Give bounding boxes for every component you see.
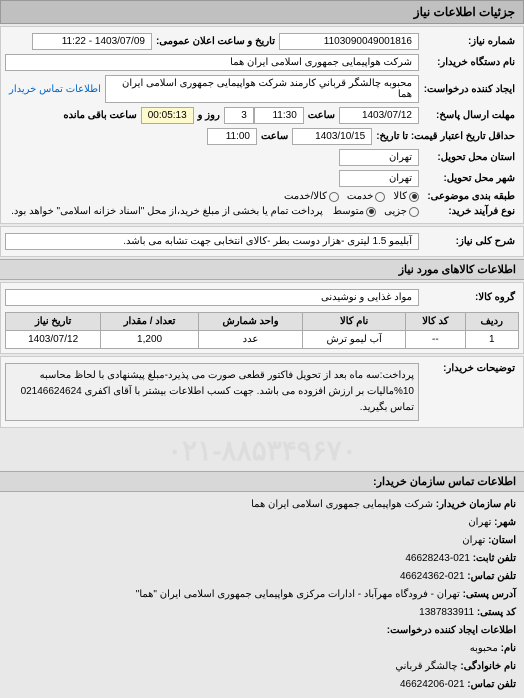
response-time-value: 11:30 [254,107,304,124]
td-name: آب لیمو ترش [303,331,406,349]
delivery-province-label: استان محل تحویل: [419,152,519,163]
header-title: جزئیات اطلاعات نیاز [414,5,515,19]
radio-medium-circle [366,207,376,217]
response-deadline-label: مهلت ارسال پاسخ: [419,110,519,121]
contact-section-header: اطلاعات تماس سازمان خریدار: [0,471,524,492]
td-date: 1403/07/12 [6,331,101,349]
radio-medium-label: متوسط [333,206,364,217]
th-unit: واحد شمارش [198,313,302,331]
response-date-value: 1403/07/12 [339,107,419,124]
days-label: روز و [194,110,224,121]
goods-section: گروه کالا: مواد غذایی و نوشیدنی ردیف کد … [0,282,524,354]
radio-service[interactable]: خدمت [347,191,386,202]
contact-phone-value: 021-46628243 [405,553,470,564]
radio-both[interactable]: کالا/خدمت [284,191,339,202]
response-time-label: ساعت [304,110,339,121]
creator-label: ایجاد کننده درخواست: [419,84,519,95]
request-no-value: 1103090049001816 [279,33,419,50]
contact-creator-phone-label: تلفن تماس: [467,679,516,690]
radio-service-circle [375,192,385,202]
delivery-province-value: تهران [339,149,419,166]
radio-goods[interactable]: کالا [393,191,419,202]
contact-fax-label: تلفن تماس: [467,571,516,582]
td-row: 1 [465,331,518,349]
buyer-org-value: شرکت هواپیمایی جمهوری اسلامی ایران هما [5,54,419,71]
delivery-city-label: شهر محل تحویل: [419,173,519,184]
radio-service-label: خدمت [347,191,374,202]
remaining-label: ساعت باقی مانده [59,110,140,121]
td-unit: عدد [198,331,302,349]
contact-org-label: نام سازمان خریدار: [436,499,516,510]
radio-partial[interactable]: جزیی [384,206,419,217]
request-no-label: شماره نیاز: [419,36,519,47]
th-qty: تعداد / مقدار [101,313,199,331]
radio-both-label: کالا/خدمت [284,191,327,202]
contact-city-value: تهران [468,517,491,528]
price-time-label: ساعت [257,131,292,142]
contact-creator-name-value: محبوبه [470,643,498,654]
goods-table: ردیف کد کالا نام کالا واحد شمارش تعداد /… [5,312,519,349]
delivery-city-value: تهران [339,170,419,187]
radio-partial-circle [409,207,419,217]
radio-partial-label: جزیی [384,206,407,217]
contact-creator-title: اطلاعات ایجاد کننده درخواست: [387,625,516,636]
contact-city-label: شهر: [494,517,516,528]
process-type-radios: جزیی متوسط [333,206,419,217]
days-value: 3 [224,107,254,124]
th-code: کد کالا [406,313,465,331]
contact-creator-family-label: نام خانوادگی: [460,661,516,672]
requirement-section: شرح کلی نیاز: آبلیمو 1.5 لیتری -هزار دوس… [0,226,524,257]
contact-postcode-value: 1387833911 [419,607,474,618]
goods-group-label: گروه کالا: [419,292,519,303]
contact-province-value: تهران [462,535,485,546]
buyer-notes-label: توضیحات خریدار: [419,363,519,374]
contact-creator-name-label: نام: [501,643,516,654]
watermark: ۰۲۱-۸۸۵۳۴۹۶۷۰ [0,430,524,471]
contact-phone-label: تلفن ثابت: [473,553,516,564]
contact-postal-label: آدرس پستی: [463,589,516,600]
price-validity-label: حداقل تاریخ اعتبار قیمت: تا تاریخ: [372,131,519,142]
contact-section: نام سازمان خریدار: شرکت هواپیمایی جمهوری… [0,492,524,698]
radio-goods-label: کالا [393,191,407,202]
contact-postcode-label: کد پستی: [477,607,516,618]
contact-province-label: استان: [488,535,516,546]
contact-fax-value: 021-46624362 [400,571,465,582]
radio-both-circle [329,192,339,202]
item-type-radios: کالا خدمت کالا/خدمت [284,191,419,202]
public-date-value: 1403/07/09 - 11:22 [32,33,152,50]
buyer-notes-text: پرداخت:سه ماه بعد از تحویل فاکتور قطعی ص… [5,363,419,421]
goods-section-header: اطلاعات کالاهای مورد نیاز [0,259,524,280]
goods-group-value: مواد غذایی و نوشیدنی [5,289,419,306]
basic-info-section: شماره نیاز: 1103090049001816 تاریخ و ساع… [0,26,524,224]
buyer-org-label: نام دستگاه خریدار: [419,57,519,68]
creator-value: محبوبه چالشگر قرباني کارمند شرکت هواپیما… [105,75,419,103]
table-row: 1 -- آب لیمو ترش عدد 1,200 1403/07/12 [6,331,519,349]
requirement-key-label: شرح کلی نیاز: [419,236,519,247]
buyer-contact-link[interactable]: اطلاعات تماس خریدار [5,84,105,95]
notes-section: توضیحات خریدار: پرداخت:سه ماه بعد از تحو… [0,356,524,428]
radio-medium[interactable]: متوسط [333,206,376,217]
price-validity-date: 1403/10/15 [292,128,372,145]
radio-goods-circle [409,192,419,202]
th-date: تاریخ نیاز [6,313,101,331]
remaining-time: 00:05:13 [141,107,194,124]
main-header: جزئیات اطلاعات نیاز [0,0,524,24]
th-name: نام کالا [303,313,406,331]
item-type-label: طبقه بندی موضوعی: [419,191,519,202]
contact-org-value: شرکت هواپیمایی جمهوری اسلامی ایران هما [251,499,433,510]
th-row: ردیف [465,313,518,331]
requirement-key-value: آبلیمو 1.5 لیتری -هزار دوست بطر -کالای ا… [5,233,419,250]
td-code: -- [406,331,465,349]
contact-creator-phone-value: 021-46624206 [400,679,465,690]
price-validity-time: 11:00 [207,128,257,145]
td-qty: 1,200 [101,331,199,349]
table-header-row: ردیف کد کالا نام کالا واحد شمارش تعداد /… [6,313,519,331]
process-type-label: نوع فرآیند خرید: [419,206,519,217]
contact-creator-family-value: چالشگر قرباني [395,661,457,672]
public-date-label: تاریخ و ساعت اعلان عمومی: [152,36,279,47]
contact-postal-value: تهران - فرودگاه مهرآباد - ادارات مرکزی ه… [136,589,460,600]
process-note: پرداخت تمام یا بخشی از مبلغ خرید،از محل … [11,206,333,217]
